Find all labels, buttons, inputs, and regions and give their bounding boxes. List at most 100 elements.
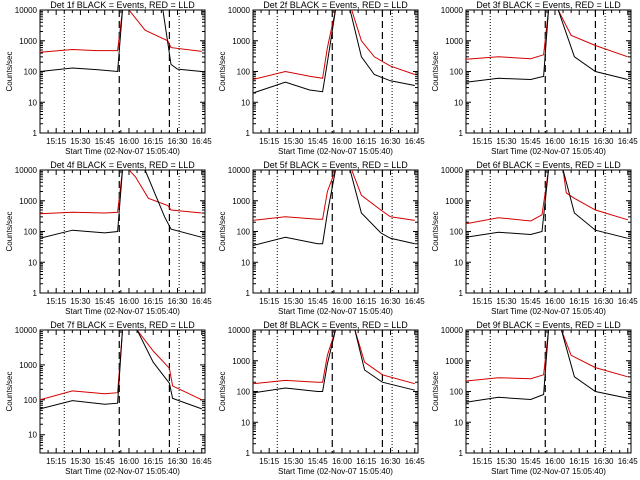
series-line-lld <box>466 10 628 60</box>
y-axis-label: Counts/sec <box>218 371 227 411</box>
panel-det-7: Det 7f BLACK = Events, RED = LLD 10 100 100… <box>5 320 212 476</box>
x-tick-label: 16:45 <box>618 297 639 306</box>
panel-title: Det 8f BLACK = Events, RED = LLD <box>263 320 408 330</box>
y-tick-label: 10 <box>454 98 463 107</box>
series-line-events <box>253 170 415 246</box>
panel-title: Det 4f BLACK = Events, RED = LLD <box>50 160 195 170</box>
y-tick-label: 1000 <box>445 197 463 206</box>
x-tick-label: 16:00 <box>119 137 140 146</box>
y-tick-label: 10 <box>241 418 250 427</box>
y-tick-label: 1 <box>246 129 251 138</box>
x-tick-label: 15:15 <box>472 457 493 466</box>
y-tick-label: 10000 <box>15 6 38 15</box>
y-tick-label: 10000 <box>228 6 251 15</box>
x-tick-label: 16:30 <box>380 297 401 306</box>
y-tick-label: 1000 <box>232 197 250 206</box>
x-tick-label: 16:15 <box>356 457 377 466</box>
x-tick-label: 16:45 <box>618 137 639 146</box>
series-line-events <box>253 10 415 94</box>
x-axis-label: Start Time (02-Nov-07 15:05:40) <box>491 307 606 316</box>
y-axis-label: Counts/sec <box>218 51 227 91</box>
y-tick-label: 10000 <box>15 326 38 335</box>
x-tick-label: 16:15 <box>143 297 164 306</box>
y-tick-label: 1000 <box>445 357 463 366</box>
series-line-events <box>253 330 415 394</box>
y-tick-label: 1 <box>33 129 38 138</box>
x-tick-label: 15:15 <box>259 457 280 466</box>
x-tick-label: 16:00 <box>332 457 353 466</box>
panel-det-6: Det 6f BLACK = Events, RED = LLD 1 10 100 10… <box>431 160 638 316</box>
y-tick-label: 10000 <box>441 6 464 15</box>
x-axis-label: Start Time (02-Nov-07 15:05:40) <box>278 147 393 156</box>
x-tick-label: 16:45 <box>405 457 426 466</box>
y-tick-label: 100 <box>450 68 464 77</box>
y-tick-label: 10000 <box>441 326 464 335</box>
y-tick-label: 100 <box>450 388 464 397</box>
y-axis-label: Counts/sec <box>5 211 14 251</box>
panel-title: Det 9f BLACK = Events, RED = LLD <box>476 320 621 330</box>
x-tick-label: 15:15 <box>259 297 280 306</box>
x-tick-label: 15:15 <box>472 297 493 306</box>
x-tick-label: 16:30 <box>167 137 188 146</box>
x-tick-label: 16:00 <box>545 457 566 466</box>
x-tick-label: 15:30 <box>283 457 304 466</box>
panel-title: Det 1f BLACK = Events, RED = LLD <box>50 0 195 10</box>
x-tick-label: 15:15 <box>46 137 67 146</box>
y-tick-label: 10000 <box>15 166 38 175</box>
x-tick-label: 15:45 <box>95 297 116 306</box>
y-tick-label: 10000 <box>228 166 251 175</box>
x-tick-label: 16:00 <box>332 137 353 146</box>
series-line-events <box>40 10 202 73</box>
panel-title: Det 7f BLACK = Events, RED = LLD <box>50 320 195 330</box>
y-axis-label: Counts/sec <box>218 211 227 251</box>
x-tick-label: 16:00 <box>119 457 140 466</box>
x-tick-label: 15:30 <box>496 137 517 146</box>
y-axis-label: Counts/sec <box>5 371 14 411</box>
x-tick-label: 15:15 <box>472 137 493 146</box>
y-tick-label: 1 <box>459 129 464 138</box>
x-tick-label: 16:30 <box>593 457 614 466</box>
y-tick-label: 1 <box>459 289 464 298</box>
series-line-lld <box>466 330 628 382</box>
series-line-lld <box>253 170 415 221</box>
x-tick-label: 16:15 <box>143 137 164 146</box>
series-line-events <box>466 170 628 239</box>
x-tick-label: 15:45 <box>95 457 116 466</box>
x-tick-label: 16:45 <box>405 297 426 306</box>
y-tick-label: 10000 <box>441 166 464 175</box>
x-axis-label: Start Time (02-Nov-07 15:05:40) <box>278 307 393 316</box>
series-line-lld <box>466 170 628 225</box>
panel-title: Det 5f BLACK = Events, RED = LLD <box>263 160 408 170</box>
y-tick-label: 10 <box>28 98 37 107</box>
x-tick-label: 15:30 <box>496 457 517 466</box>
y-tick-label: 100 <box>237 388 251 397</box>
y-tick-label: 1000 <box>232 357 250 366</box>
x-tick-label: 15:45 <box>308 457 329 466</box>
x-tick-label: 15:30 <box>496 297 517 306</box>
x-tick-label: 16:45 <box>192 297 213 306</box>
series-line-lld <box>40 330 203 401</box>
y-tick-label: 10 <box>28 431 37 440</box>
x-axis-label: Start Time (02-Nov-07 15:05:40) <box>65 147 180 156</box>
y-tick-label: 100 <box>237 68 251 77</box>
y-tick-label: 1000 <box>445 37 463 46</box>
series-line-lld <box>253 10 415 80</box>
series-line-events <box>40 330 202 410</box>
y-tick-label: 1 <box>246 449 251 458</box>
y-tick-label: 100 <box>450 228 464 237</box>
y-tick-label: 1 <box>459 449 464 458</box>
x-tick-label: 15:45 <box>521 297 542 306</box>
x-tick-label: 16:45 <box>192 137 213 146</box>
x-tick-label: 16:30 <box>380 457 401 466</box>
x-tick-label: 16:30 <box>167 297 188 306</box>
series-line-lld <box>253 330 415 385</box>
x-axis-label: Start Time (02-Nov-07 15:05:40) <box>491 147 606 156</box>
y-axis-label: Counts/sec <box>5 51 14 91</box>
x-tick-label: 15:30 <box>283 297 304 306</box>
panel-title: Det 2f BLACK = Events, RED = LLD <box>263 0 408 10</box>
y-tick-label: 10 <box>454 258 463 267</box>
y-tick-label: 1 <box>33 289 38 298</box>
x-tick-label: 16:30 <box>380 137 401 146</box>
